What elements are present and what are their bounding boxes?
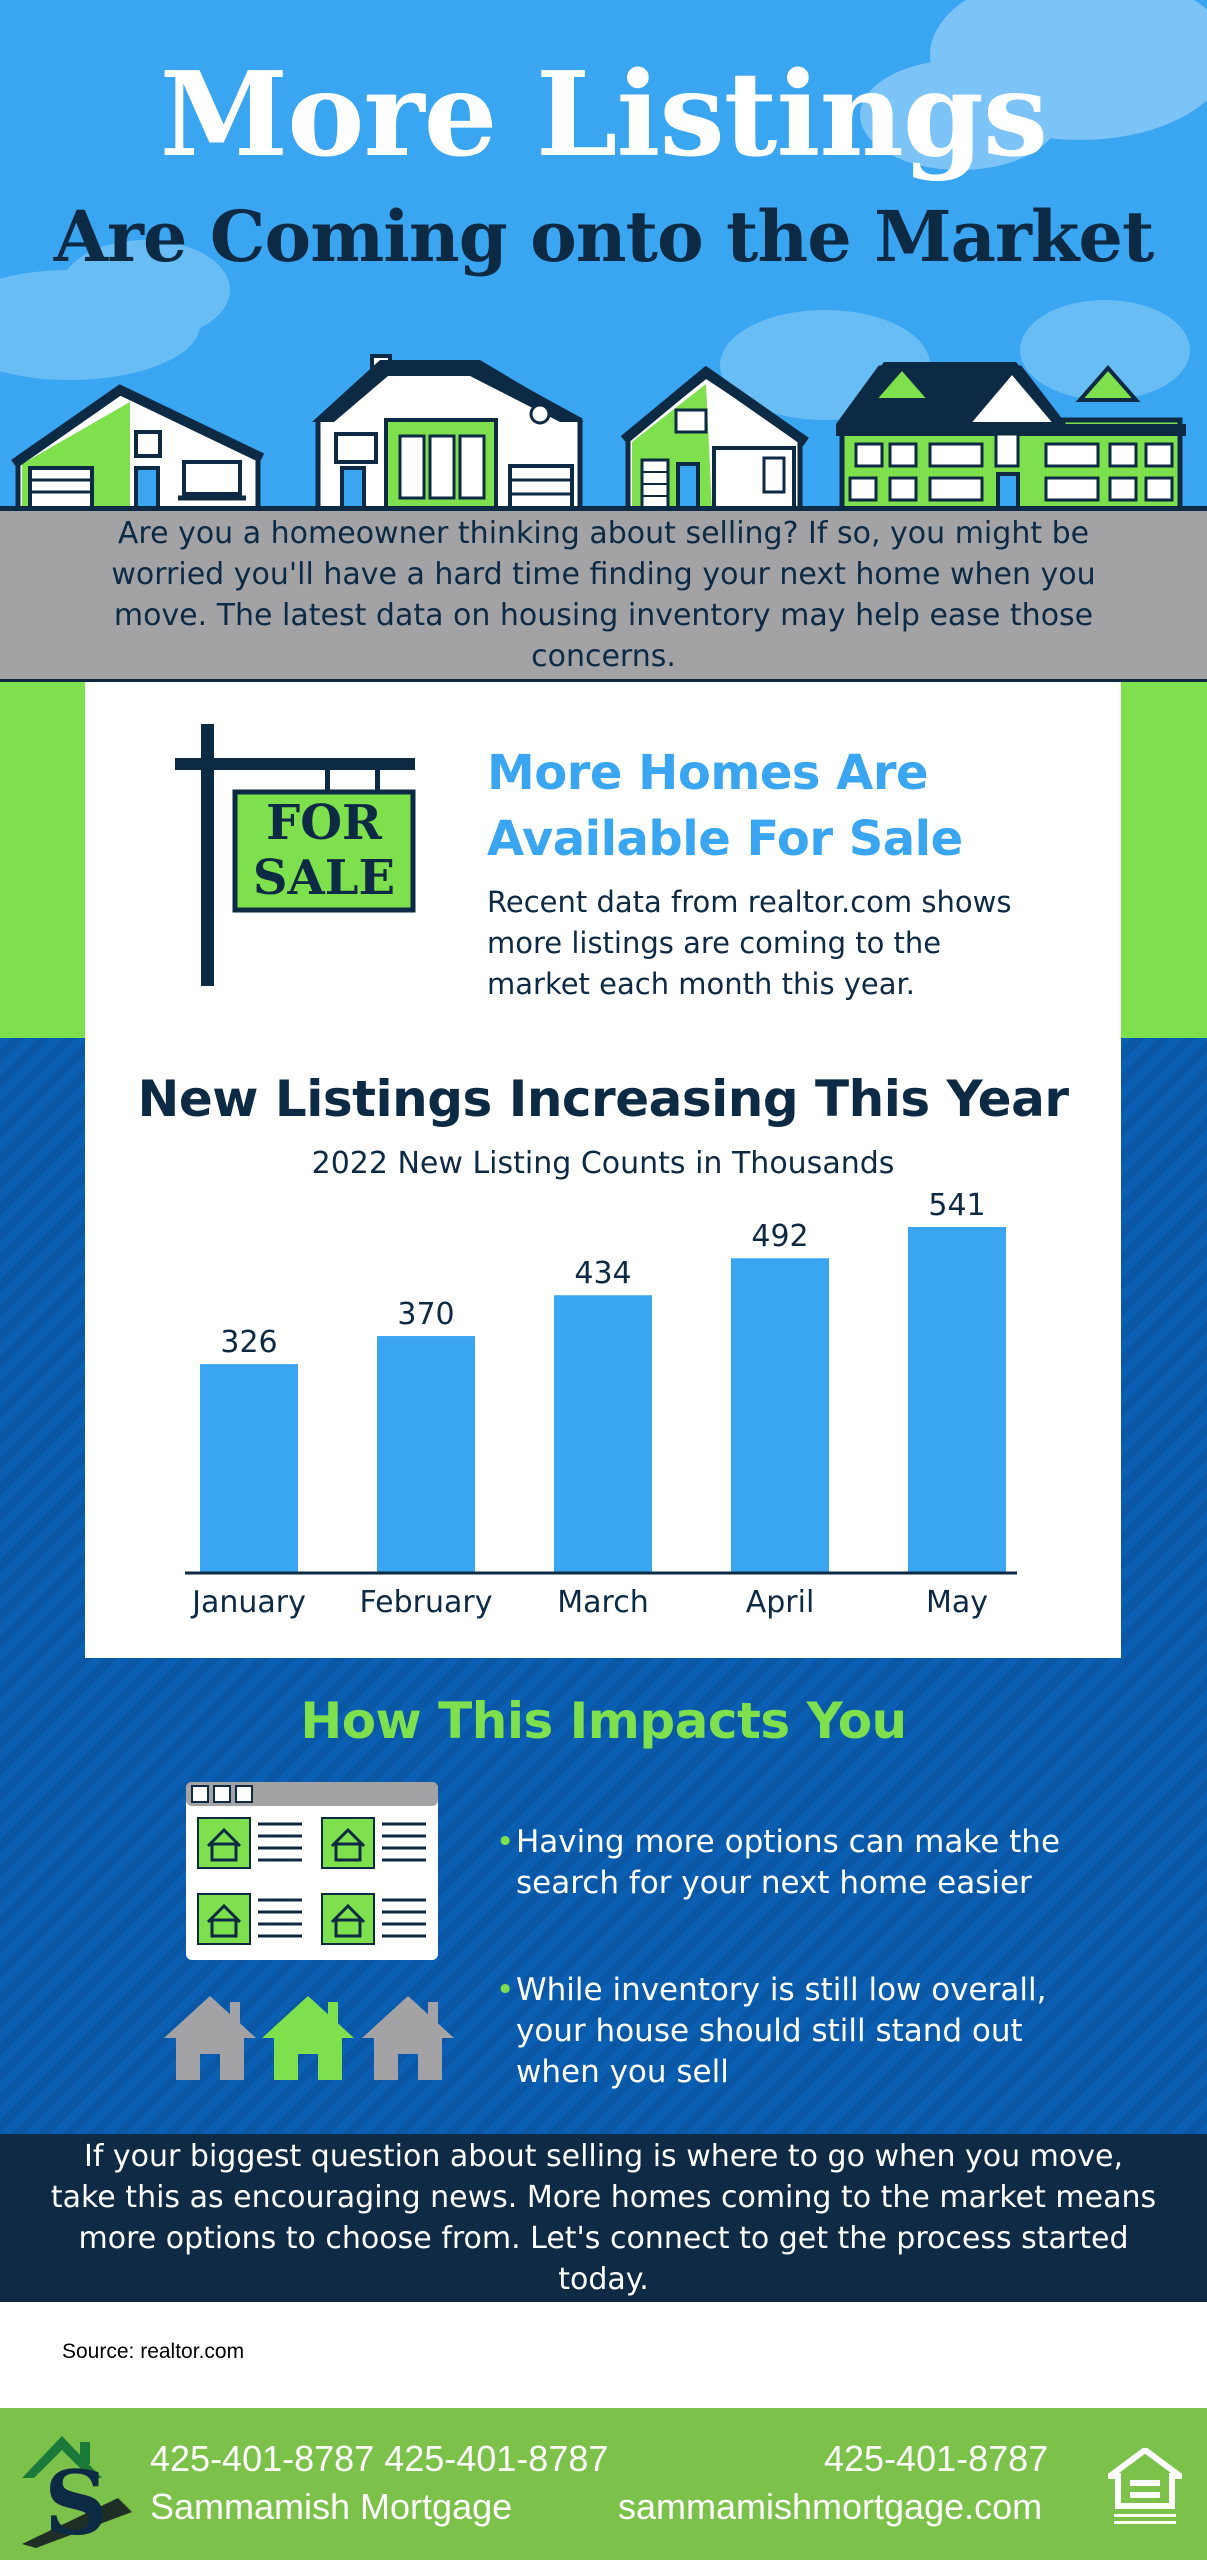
- chart-data-label: 434: [574, 1256, 631, 1291]
- chart-category-label: April: [746, 1585, 815, 1620]
- closing-text: If your biggest question about selling i…: [50, 2139, 1157, 2297]
- chart-bar: [908, 1227, 1006, 1572]
- sign-line-1: FOR: [266, 795, 383, 851]
- chart-data-label: 492: [751, 1219, 808, 1254]
- houses-illustration: [0, 354, 1207, 508]
- chart-title: New Listings Increasing This Year: [137, 1070, 1070, 1128]
- hero-subtitle: Are Coming onto the Market: [53, 195, 1155, 278]
- equal-housing-icon: [1108, 2448, 1182, 2524]
- impact-bullet: • While inventory is still low overall, …: [496, 1970, 1116, 2093]
- chart-data-label: 541: [928, 1188, 985, 1223]
- bullet-text: While inventory is still low overall, yo…: [516, 1972, 1047, 2090]
- chart-category-label: February: [360, 1585, 493, 1620]
- sammamish-logo-icon: S: [22, 2436, 132, 2548]
- bullet-dot: •: [496, 1824, 515, 1860]
- chart-bar: [554, 1295, 652, 1572]
- hero-section: More Listings Are Coming onto the Market: [0, 0, 1207, 508]
- chart-bar: [377, 1336, 475, 1572]
- browser-listings-icon: [186, 1782, 438, 1960]
- impact-title: How This Impacts You: [300, 1692, 907, 1750]
- footer: S 425-401-8787 425-401-8787 Sammamish Mo…: [0, 2408, 1207, 2560]
- content-card: FOR SALE More Homes Are Available For Sa…: [85, 682, 1121, 1658]
- intro-text: Are you a homeowner thinking about selli…: [111, 516, 1096, 674]
- company-name: Sammamish Mortgage: [150, 2486, 513, 2527]
- sign-line-2: SALE: [253, 850, 395, 906]
- phone-number[interactable]: 425-401-8787 425-401-8787: [150, 2438, 609, 2479]
- house-icon: [620, 365, 809, 508]
- house-icon: [11, 384, 265, 508]
- website-link[interactable]: sammamishmortgage.com: [618, 2486, 1043, 2527]
- houses-icon: [164, 1996, 454, 2080]
- feature-title: More Homes Are Available For Sale: [487, 745, 963, 867]
- chart-subtitle: 2022 New Listing Counts in Thousands: [311, 1146, 895, 1181]
- source-note: Source: realtor.com: [62, 2340, 245, 2363]
- for-sale-sign-icon: FOR SALE: [175, 724, 416, 986]
- cloud-shape: [60, 240, 230, 340]
- feature-text: Recent data from realtor.com shows more …: [487, 885, 1012, 1001]
- chart-category-label: May: [926, 1585, 988, 1620]
- house-icon: [836, 362, 1186, 508]
- chart-data-label: 326: [220, 1325, 277, 1360]
- chart-category-label: March: [557, 1585, 648, 1620]
- chart-bar: [731, 1258, 829, 1572]
- house-icon: [312, 354, 584, 508]
- chart-data-label: 370: [397, 1297, 454, 1332]
- closing-banner: If your biggest question about selling i…: [0, 2134, 1207, 2302]
- svg-text:S: S: [44, 2451, 108, 2548]
- cloud-shape: [860, 60, 1060, 170]
- intro-banner: Are you a homeowner thinking about selli…: [0, 508, 1207, 682]
- bar-chart: 326 January 370 February 434 March 492 April 541…: [185, 1188, 1017, 1620]
- hero-title: More Listings: [159, 47, 1048, 183]
- chart-bar: [200, 1364, 298, 1572]
- bullet-dot: •: [496, 1972, 515, 2008]
- impact-bullet: • Having more options can make the searc…: [496, 1822, 1116, 1904]
- chart-category-label: January: [190, 1585, 306, 1620]
- phone-number[interactable]: 425-401-8787: [824, 2438, 1049, 2479]
- bullet-text: Having more options can make the search …: [516, 1824, 1061, 1901]
